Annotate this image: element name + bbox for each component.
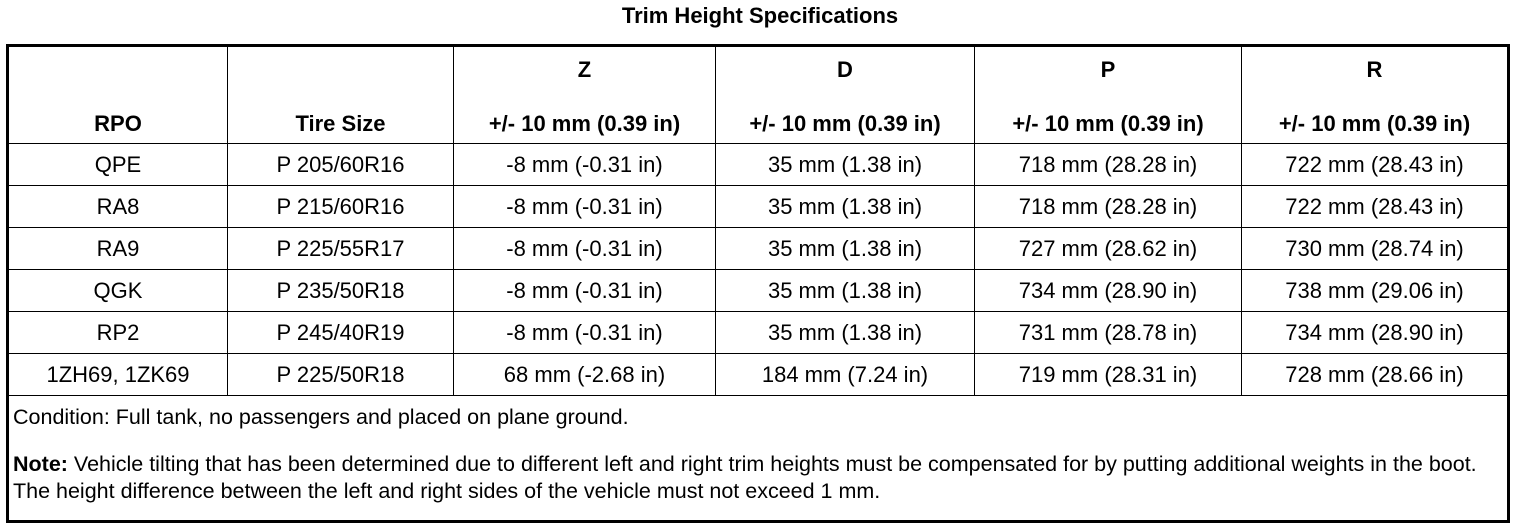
cell-r: 730 mm (28.74 in) bbox=[1241, 227, 1509, 270]
header-tolerance: +/- 10 mm (0.39 in) bbox=[1278, 111, 1471, 136]
table-row: QPE P 205/60R16 -8 mm (-0.31 in) 35 mm (… bbox=[7, 143, 1509, 186]
header-code: P bbox=[1100, 57, 1116, 82]
cell-d: 35 mm (1.38 in) bbox=[715, 185, 975, 228]
notes-cell: Condition: Full tank, no passengers and … bbox=[7, 395, 1509, 522]
cell-r: 738 mm (29.06 in) bbox=[1241, 269, 1509, 312]
header-rpo: RPO bbox=[7, 45, 228, 144]
note-text: Vehicle tilting that has been determined… bbox=[13, 452, 1477, 503]
cell-z: -8 mm (-0.31 in) bbox=[453, 143, 716, 186]
table-row: RA9 P 225/55R17 -8 mm (-0.31 in) 35 mm (… bbox=[7, 227, 1509, 270]
note-paragraph: Note: Vehicle tilting that has been dete… bbox=[13, 451, 1501, 505]
cell-p: 718 mm (28.28 in) bbox=[974, 185, 1242, 228]
cell-tire-size: P 245/40R19 bbox=[227, 311, 454, 354]
cell-p: 727 mm (28.62 in) bbox=[974, 227, 1242, 270]
cell-rpo: 1ZH69, 1ZK69 bbox=[7, 353, 228, 396]
cell-r: 722 mm (28.43 in) bbox=[1241, 185, 1509, 228]
cell-d: 35 mm (1.38 in) bbox=[715, 227, 975, 270]
cell-p: 731 mm (28.78 in) bbox=[974, 311, 1242, 354]
table-header-row: RPO Tire Size Z +/- 10 mm (0.39 in) D +/… bbox=[7, 45, 1509, 144]
header-d: D +/- 10 mm (0.39 in) bbox=[715, 45, 975, 144]
header-tolerance: +/- 10 mm (0.39 in) bbox=[1012, 111, 1204, 136]
table-row: RP2 P 245/40R19 -8 mm (-0.31 in) 35 mm (… bbox=[7, 311, 1509, 354]
condition-text: Condition: Full tank, no passengers and … bbox=[13, 405, 629, 429]
table-row: 1ZH69, 1ZK69 P 225/50R18 68 mm (-2.68 in… bbox=[7, 353, 1509, 396]
cell-tire-size: P 225/55R17 bbox=[227, 227, 454, 270]
cell-z: -8 mm (-0.31 in) bbox=[453, 227, 716, 270]
cell-rpo: RA8 bbox=[7, 185, 228, 228]
header-tire-size: Tire Size bbox=[227, 45, 454, 144]
page-title: Trim Height Specifications bbox=[621, 3, 899, 28]
header-label: Tire Size bbox=[295, 111, 386, 136]
header-p: P +/- 10 mm (0.39 in) bbox=[974, 45, 1242, 144]
cell-d: 35 mm (1.38 in) bbox=[715, 311, 975, 354]
cell-r: 722 mm (28.43 in) bbox=[1241, 143, 1509, 186]
cell-z: -8 mm (-0.31 in) bbox=[453, 185, 716, 228]
header-label: RPO bbox=[94, 111, 142, 136]
cell-p: 719 mm (28.31 in) bbox=[974, 353, 1242, 396]
trim-height-table: RPO Tire Size Z +/- 10 mm (0.39 in) D +/… bbox=[6, 44, 1510, 523]
cell-rpo: QPE bbox=[7, 143, 228, 186]
cell-tire-size: P 205/60R16 bbox=[227, 143, 454, 186]
table-row: RA8 P 215/60R16 -8 mm (-0.31 in) 35 mm (… bbox=[7, 185, 1509, 228]
cell-d: 35 mm (1.38 in) bbox=[715, 143, 975, 186]
cell-tire-size: P 235/50R18 bbox=[227, 269, 454, 312]
header-tolerance: +/- 10 mm (0.39 in) bbox=[749, 111, 941, 136]
note-label: Note: bbox=[13, 452, 68, 476]
cell-d: 184 mm (7.24 in) bbox=[715, 353, 975, 396]
cell-rpo: RA9 bbox=[7, 227, 228, 270]
table-row: QGK P 235/50R18 -8 mm (-0.31 in) 35 mm (… bbox=[7, 269, 1509, 312]
cell-z: 68 mm (-2.68 in) bbox=[453, 353, 716, 396]
cell-tire-size: P 215/60R16 bbox=[227, 185, 454, 228]
cell-tire-size: P 225/50R18 bbox=[227, 353, 454, 396]
cell-z: -8 mm (-0.31 in) bbox=[453, 269, 716, 312]
table-notes-row: Condition: Full tank, no passengers and … bbox=[7, 395, 1509, 522]
header-code: D bbox=[837, 57, 853, 82]
cell-rpo: RP2 bbox=[7, 311, 228, 354]
cell-z: -8 mm (-0.31 in) bbox=[453, 311, 716, 354]
cell-p: 718 mm (28.28 in) bbox=[974, 143, 1242, 186]
header-z: Z +/- 10 mm (0.39 in) bbox=[453, 45, 716, 144]
header-code: R bbox=[1366, 57, 1383, 82]
cell-r: 728 mm (28.66 in) bbox=[1241, 353, 1509, 396]
cell-p: 734 mm (28.90 in) bbox=[974, 269, 1242, 312]
cell-rpo: QGK bbox=[7, 269, 228, 312]
cell-d: 35 mm (1.38 in) bbox=[715, 269, 975, 312]
cell-r: 734 mm (28.90 in) bbox=[1241, 311, 1509, 354]
header-r: R +/- 10 mm (0.39 in) bbox=[1241, 45, 1509, 144]
header-code: Z bbox=[577, 57, 592, 82]
header-tolerance: +/- 10 mm (0.39 in) bbox=[488, 111, 681, 136]
